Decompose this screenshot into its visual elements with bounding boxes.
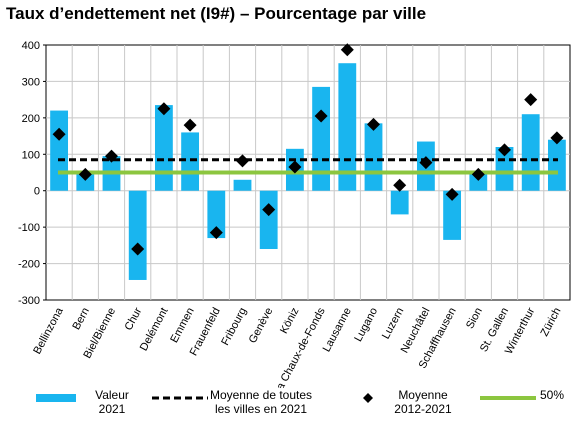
y-tick-label: 300 xyxy=(22,76,40,88)
bar xyxy=(76,174,95,191)
marker xyxy=(236,154,249,168)
bar xyxy=(50,110,69,191)
legend-moyenne-line2: 2012-2021 xyxy=(394,402,452,416)
x-category-label: La Chaux-de-Fonds xyxy=(272,305,328,388)
y-tick-label: -300 xyxy=(18,295,40,307)
marker xyxy=(314,109,328,123)
marker xyxy=(157,102,171,116)
bar xyxy=(181,132,200,191)
markers-series xyxy=(52,43,564,256)
marker xyxy=(367,117,380,131)
y-tick-label: -200 xyxy=(18,259,40,271)
bar xyxy=(547,139,566,191)
marker xyxy=(471,167,485,181)
bar xyxy=(469,174,488,191)
y-axis-ticks: -300 -200 -100 0 100 200 300 400 xyxy=(18,40,46,307)
marker xyxy=(183,118,197,132)
x-category-label: Bellinzona xyxy=(31,305,66,356)
legend-moyenne-villes-line1: Moyenne de toutes xyxy=(209,388,313,402)
marker xyxy=(340,43,354,57)
marker xyxy=(288,160,302,174)
y-tick-label: 200 xyxy=(22,113,40,125)
x-category-label: Luzern xyxy=(380,306,406,341)
bar xyxy=(233,179,252,191)
marker xyxy=(393,178,407,192)
y-tick-label: -100 xyxy=(18,222,40,234)
legend-swatch-green xyxy=(480,396,536,400)
bar xyxy=(207,190,226,239)
marker xyxy=(419,156,433,170)
bar xyxy=(521,114,540,191)
x-category-label: Genève xyxy=(247,306,276,346)
x-category-label: Köniz xyxy=(278,306,302,336)
bar xyxy=(390,190,409,215)
marker xyxy=(550,131,564,145)
chart-svg: -300 -200 -100 0 100 200 300 400 Bellinzona Bern… xyxy=(18,40,571,388)
legend-50pct-label: 50% xyxy=(540,388,565,402)
x-category-label: Sion xyxy=(464,306,485,331)
x-category-label: Bern xyxy=(70,306,92,332)
legend-moyenne-villes-line2: les villes en 2021 xyxy=(214,402,308,416)
marker xyxy=(105,149,118,163)
x-category-label: Lugano xyxy=(352,306,380,344)
y-tick-label: 100 xyxy=(22,149,40,161)
y-tick-label: 400 xyxy=(22,40,40,52)
x-category-label: Fribourg xyxy=(219,306,249,348)
legend-valeur-line2: 2021 xyxy=(98,402,126,416)
chart-title-text: Taux d’endettement net (I9#) – Pourcenta… xyxy=(6,4,427,23)
x-category-label: Zürich xyxy=(539,306,564,339)
legend-valeur-line1: Valeur xyxy=(95,388,129,402)
bar xyxy=(495,147,514,191)
bar xyxy=(443,190,462,240)
chart-title: Taux d’endettement net (I9#) – Pourcenta… xyxy=(6,4,426,24)
bar xyxy=(338,63,357,191)
marker xyxy=(262,203,276,217)
marker xyxy=(78,167,92,181)
bar xyxy=(128,190,147,280)
marker xyxy=(209,226,223,240)
marker xyxy=(445,187,459,201)
legend-swatch-diamond xyxy=(363,393,373,403)
bars-series xyxy=(50,63,566,280)
bar xyxy=(154,105,173,191)
legend-moyenne-line1: Moyenne xyxy=(398,388,448,402)
y-tick-label: 0 xyxy=(34,186,40,198)
bar xyxy=(312,86,331,191)
marker xyxy=(524,93,538,107)
marker xyxy=(52,127,66,141)
legend-swatch-bar xyxy=(36,394,76,402)
x-category-label: Emmen xyxy=(168,306,196,345)
legend: Valeur 2021 Moyenne de toutes les villes… xyxy=(0,388,588,428)
x-category-label: Chur xyxy=(123,305,145,332)
marker xyxy=(498,143,511,157)
bar xyxy=(259,190,278,249)
marker xyxy=(131,242,145,256)
bar xyxy=(364,123,383,191)
legend-swatch-dashed xyxy=(152,396,208,400)
